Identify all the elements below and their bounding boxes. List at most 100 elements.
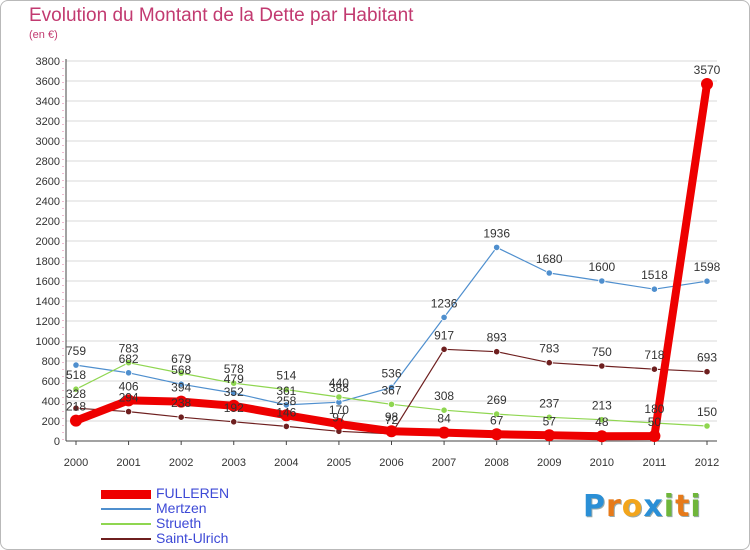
data-point (124, 359, 133, 367)
data-label: 1680 (536, 252, 563, 266)
data-label: 388 (329, 381, 349, 395)
data-label: 150 (697, 405, 717, 419)
data-point (595, 430, 608, 443)
data-label: 218 (66, 400, 86, 414)
chart-legend: FULLEREN Mertzen Strueth Saint-Ulrich (101, 485, 361, 547)
data-label: 367 (381, 383, 401, 397)
data-label: 578 (224, 362, 244, 376)
data-label: 479 (224, 372, 244, 386)
data-label: 180 (644, 402, 664, 416)
data-point (387, 383, 396, 391)
data-label: 783 (119, 342, 139, 356)
data-label: 72 (385, 413, 399, 427)
data-point (332, 418, 345, 430)
x-tick-label: 2006 (379, 457, 403, 469)
y-tick-label: 600 (42, 376, 60, 388)
data-point (227, 399, 240, 412)
data-label: 238 (171, 396, 191, 410)
data-label: 679 (171, 352, 191, 366)
data-point (493, 348, 501, 356)
data-point (230, 418, 238, 426)
data-point (545, 269, 553, 277)
data-point (122, 394, 135, 407)
x-tick-label: 2000 (64, 457, 88, 469)
data-label: 1598 (694, 260, 721, 274)
logo-letter: x (643, 489, 664, 524)
data-label: 759 (66, 344, 86, 358)
y-tick-label: 3800 (36, 56, 60, 68)
data-point (72, 385, 80, 393)
y-tick-label: 3600 (36, 76, 60, 88)
y-tick-label: 2000 (36, 236, 60, 248)
x-tick-label: 2011 (643, 457, 667, 469)
data-label: 294 (119, 391, 139, 405)
data-label: 328 (66, 387, 86, 401)
logo-letter: i (663, 489, 676, 524)
logo-letter: r (606, 489, 622, 524)
data-point (545, 413, 553, 421)
data-point (72, 404, 80, 412)
y-tick-label: 1200 (36, 316, 60, 328)
data-label: 146 (276, 405, 296, 419)
data-label: 213 (592, 399, 612, 413)
data-label: 1936 (483, 226, 510, 240)
legend-item: FULLEREN (101, 485, 361, 502)
data-point (543, 429, 556, 442)
data-label: 518 (66, 368, 86, 382)
data-point (703, 422, 711, 430)
x-tick-label: 2004 (274, 457, 298, 469)
data-label: 893 (487, 331, 507, 345)
y-tick-label: 1000 (36, 336, 60, 348)
data-label: 1518 (641, 268, 668, 282)
y-tick-label: 1600 (36, 276, 60, 288)
legend-item: Mertzen (101, 500, 361, 517)
data-point (230, 389, 238, 397)
data-label: 406 (119, 379, 139, 393)
data-point (648, 430, 661, 442)
legend-item: Strueth (101, 515, 361, 532)
data-point (177, 369, 185, 377)
logo-letter: i (690, 489, 702, 524)
data-label: 48 (595, 415, 609, 429)
y-tick-label: 2400 (36, 196, 60, 208)
y-tick-label: 2600 (36, 176, 60, 188)
x-tick-label: 2001 (116, 457, 140, 469)
data-point (598, 277, 606, 285)
data-point (387, 400, 396, 408)
data-label: 361 (276, 384, 296, 398)
data-label: 1236 (431, 296, 458, 310)
data-point (124, 369, 133, 377)
data-label: 536 (381, 366, 401, 380)
data-label: 440 (329, 376, 349, 390)
y-tick-label: 200 (42, 416, 60, 428)
data-label: 514 (276, 369, 296, 383)
data-point (598, 416, 606, 424)
data-label: 308 (434, 389, 454, 403)
legend-swatch (101, 538, 151, 540)
data-label: 192 (224, 401, 244, 415)
y-tick-label: 2200 (36, 216, 60, 228)
x-tick-label: 2002 (169, 457, 193, 469)
legend-label: FULLEREN (156, 485, 230, 501)
x-tick-label: 2005 (327, 457, 351, 469)
data-label: 3570 (694, 63, 721, 77)
data-point (493, 410, 501, 418)
legend-swatch (101, 508, 151, 510)
data-label: 50 (648, 415, 662, 429)
data-point (703, 277, 711, 285)
data-point (545, 359, 553, 367)
data-point (124, 407, 133, 416)
data-label: 269 (487, 393, 507, 407)
data-point (598, 362, 606, 370)
data-label: 394 (171, 381, 191, 395)
x-tick-label: 2012 (695, 457, 719, 469)
legend-label: Strueth (156, 515, 202, 531)
data-label: 693 (697, 351, 717, 365)
data-point (70, 414, 82, 427)
data-point (440, 406, 448, 414)
data-point (650, 285, 659, 293)
y-tick-label: 3000 (36, 136, 60, 148)
debt-line-chart: 0 200 400 600 800 1000 1200 1400 1600 1800 2000 220… (36, 56, 721, 469)
data-point (385, 425, 398, 438)
x-tick-label: 2007 (432, 457, 456, 469)
